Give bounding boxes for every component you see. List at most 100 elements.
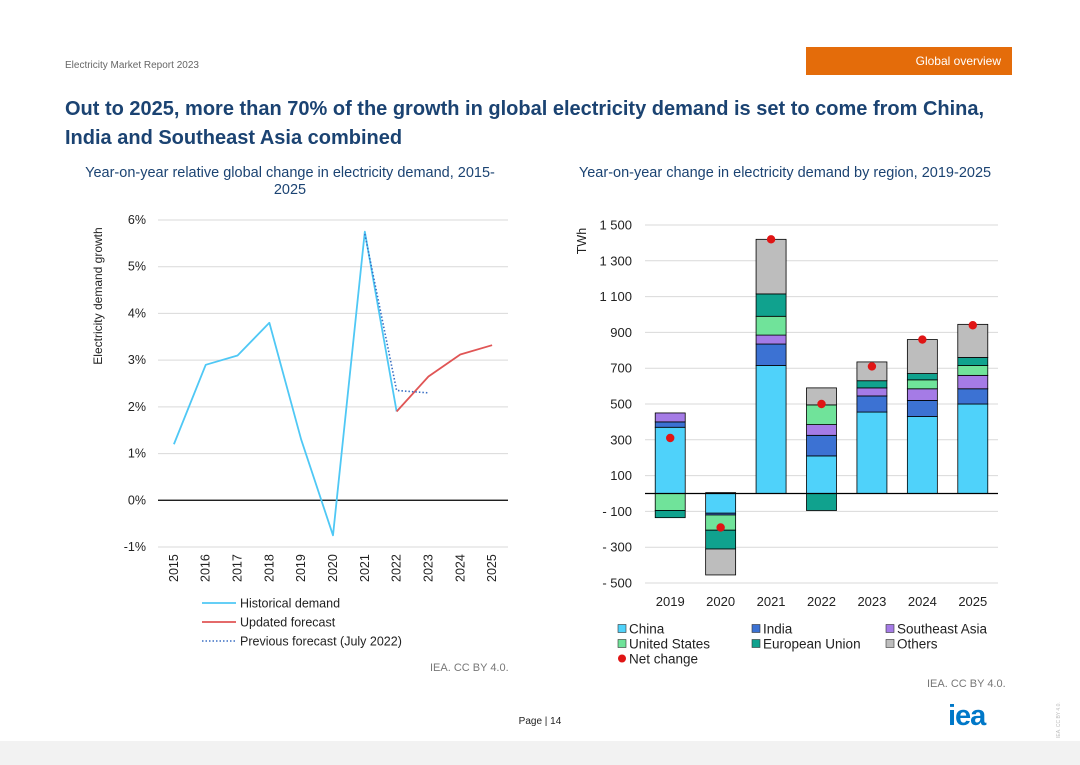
y-tick-label: - 300 [602,540,632,555]
y-axis-label: Electricity demand growth [91,227,105,364]
y-tick-label: 900 [610,325,632,340]
x-tick-label: 2021 [358,554,372,582]
y-tick-label: 500 [610,397,632,412]
iea-logo: iea [948,700,986,732]
y-tick-label: -1% [124,540,146,554]
x-tick-label: 2023 [857,594,886,609]
legend-swatch [885,624,895,633]
bar-segment-india [806,434,837,457]
series-line-historical-demand [173,230,398,537]
legend-label: Southeast Asia [897,622,988,637]
bar-segment-united-states [957,365,989,376]
bar-segment-china [957,403,989,494]
legend-label: Previous forecast (July 2022) [240,635,402,649]
bar-segment-southeast-asia [856,387,888,397]
y-tick-label: 300 [610,432,632,447]
bar-segment-european-union [705,529,737,550]
bar-segment-european-union [906,373,938,381]
x-tick-label: 2020 [326,554,340,582]
bar-segment-southeast-asia [806,424,837,436]
right-chart-credit: IEA. CC BY 4.0. [927,678,1006,690]
net-change-marker [766,235,776,244]
x-tick-label: 2017 [231,554,245,582]
net-change-marker [666,433,675,443]
legend-swatch [751,639,761,648]
y-tick-label: 700 [610,361,632,376]
legend-label: Updated forecast [240,616,336,630]
bar-segment-china [755,365,787,494]
legend-swatch [618,654,626,663]
regional-demand-bar-chart: 1 500 1 300 1 100 900 700 500 300 100 - 100 - 300… [575,218,998,667]
bar-segment-india [957,388,989,405]
left-chart-title: Year-on-year relative global change in e… [85,165,495,198]
legend-swatch [885,639,895,648]
legend-label: China [629,622,665,637]
legend-label: Others [897,637,938,652]
y-tick-label: 2% [128,400,146,414]
x-tick-label: 2024 [908,594,937,609]
x-tick-label: 2023 [421,554,435,582]
legend-swatch [751,624,761,633]
series-line-previous-forecast-july-2022- [364,233,429,394]
y-tick-label: 1 300 [599,253,632,268]
bar-segment-southeast-asia [957,374,989,390]
bar-segment-others [906,339,938,374]
bar-segment-india [856,395,888,413]
right-chart-title: Year-on-year change in electricity deman… [578,165,992,181]
y-tick-label: 1 100 [599,289,632,304]
y-tick-label: 4% [128,306,146,320]
bar-segment-india [906,400,938,417]
x-tick-label: 2019 [294,554,308,582]
bar-segment-southeast-asia [654,412,686,423]
x-tick-label: 2022 [390,554,404,582]
bar-segment-others [957,323,989,358]
bar-segment-others [856,361,888,382]
y-axis-label: TWh [575,228,589,254]
net-change-marker [918,335,927,344]
bar-segment-china [705,493,737,514]
y-tick-label: 1% [128,447,146,461]
footer-band [0,741,1080,765]
vertical-credit: IEA. CC BY 4.0. [1056,702,1062,738]
y-tick-label: - 100 [602,504,632,519]
bar-segment-china [856,411,888,494]
left-chart-credit: IEA. CC BY 4.0. [430,662,509,674]
bar-segment-european-union [856,380,888,389]
bar-segment-united-states [755,315,787,336]
bar-segment-china [906,416,938,494]
bar-segment-united-states [906,379,938,390]
bar-segment-india [755,343,787,366]
x-tick-label: 2015 [167,554,181,582]
x-tick-label: 2020 [706,594,735,609]
page-label: Page | 14 [518,716,562,727]
y-tick-label: 100 [610,468,632,483]
net-change-marker [817,399,826,409]
bar-segment-southeast-asia [906,388,938,401]
x-tick-label: 2024 [453,554,467,582]
y-tick-label: 5% [128,260,146,274]
x-tick-label: 2016 [199,554,213,582]
legend-label: European Union [763,637,861,652]
x-tick-label: 2025 [485,554,499,582]
bar-segment-india [654,421,686,428]
x-tick-label: 2019 [656,594,685,609]
bar-segment-southeast-asia [755,334,787,345]
bar-segment-china [806,455,837,494]
series-line-updated-forecast [395,344,493,413]
bar-segment-european-union [806,493,837,511]
x-tick-label: 2022 [807,594,836,609]
y-tick-label: 3% [128,353,146,367]
y-tick-label: - 500 [602,576,632,591]
y-tick-label: 0% [128,493,146,507]
x-tick-label: 2018 [262,554,276,582]
page-headline: Out to 2025, more than 70% of the growth… [65,98,985,149]
legend-swatch [617,639,627,648]
legend-label: Historical demand [240,597,340,611]
net-change-marker [716,523,725,532]
report-name: Electricity Market Report 2023 [65,60,199,71]
y-tick-label: 6% [128,213,146,227]
bar-segment-european-union [755,293,787,317]
y-tick-label: 1 500 [599,218,632,233]
bar-segment-european-union [654,510,686,519]
x-tick-label: 2021 [757,594,786,609]
